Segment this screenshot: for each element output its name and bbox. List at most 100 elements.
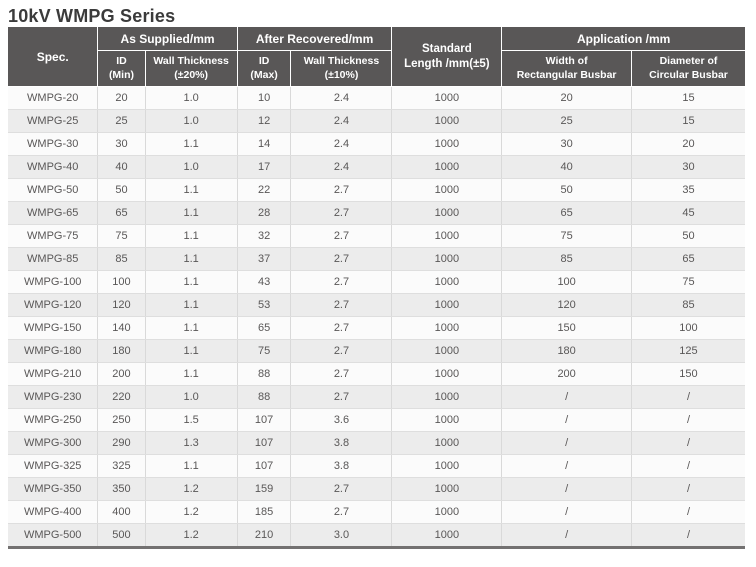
col-header-standard-length: Standard Length /mm(±5) [391,27,503,87]
id-max-cell: 88 [237,385,292,409]
id-max-cell: 43 [237,270,292,294]
spec-cell: WMPG-400 [8,500,99,524]
wall-thickness-20-cell: 1.1 [145,316,238,340]
wall-thickness-10-cell: 2.4 [290,86,393,110]
wall-thickness-20-cell: 1.0 [145,155,238,179]
col-header-spec-label: Spec. [36,49,69,64]
width-rect-busbar-cell: 20 [501,86,632,110]
id-max-cell: 185 [237,500,292,524]
width-rect-busbar-cell: 180 [501,339,632,363]
spec-cell: WMPG-65 [8,201,99,225]
wall-thickness-20-cell: 1.1 [145,201,238,225]
wall-thickness-10-cell: 2.7 [290,270,393,294]
diameter-circ-busbar-cell: 100 [631,316,745,340]
standard-length-cell: 1000 [391,224,503,248]
table-row: WMPG-230 220 1.0 88 2.7 1000// [8,385,745,409]
wall-thickness-20-cell: 1.1 [145,132,238,156]
id-min-line2: (Min) [108,68,135,81]
wall-thickness-20-cell: 1.2 [145,500,238,524]
spec-cell: WMPG-325 [8,454,99,478]
width-rect-busbar-cell: / [501,500,632,524]
diameter-circ-busbar-cell: 15 [631,109,745,133]
id-min-cell: 100 [97,270,146,294]
col-group-after-recovered-label: After Recovered/mm [255,31,374,46]
standard-length-cell: 1000 [391,270,503,294]
table-row: WMPG-150 140 1.1 65 2.7 1000 150 100 [8,316,745,340]
width-rect-busbar-cell: 200 [501,362,632,386]
id-min-cell: 75 [97,224,146,248]
id-min-cell: 180 [97,339,146,363]
table-row: WMPG-30 30 1.1 14 2.4 1000 30 20 [8,132,745,156]
id-min-cell: 65 [97,201,146,225]
width-rect-busbar-cell: / [501,477,632,501]
wall-thickness-20-line1: Wall Thickness [153,55,229,68]
wall-thickness-10-cell: 2.7 [290,293,393,317]
id-max-cell: 159 [237,477,292,501]
table-body: WMPG-20 20 1.0 10 2.4 1000 20 15 WMPG-25 25 1.0 12 2… [8,86,745,548]
id-max-line2: (Max) [250,68,278,81]
table-row: WMPG-40 40 1.0 17 2.4 1000 40 30 [8,155,745,179]
wall-thickness-10-cell: 2.4 [290,155,393,179]
wall-thickness-10-cell: 3.6 [290,408,393,432]
id-max-cell: 17 [237,155,292,179]
id-max-cell: 37 [237,247,292,271]
standard-length-cell: 1000 [391,362,503,386]
id-max-cell: 107 [237,454,292,478]
spec-cell: WMPG-210 [8,362,99,386]
id-max-cell: 32 [237,224,292,248]
id-max-cell: 22 [237,178,292,202]
col-header-width-rect-busbar: Width of Rectangular Busbar [501,50,632,87]
wall-thickness-10-cell: 2.4 [290,132,393,156]
id-max-cell: 65 [237,316,292,340]
spec-cell: WMPG-230 [8,385,99,409]
standard-length-cell: 1000 [391,523,503,548]
id-min-cell: 85 [97,247,146,271]
spec-cell: WMPG-30 [8,132,99,156]
id-min-cell: 140 [97,316,146,340]
width-rect-busbar-cell: 50 [501,178,632,202]
diameter-circ-busbar-cell: / [631,500,745,524]
standard-length-cell: 1000 [391,132,503,156]
standard-length-cell: 1000 [391,178,503,202]
width-rect-busbar-cell: 75 [501,224,632,248]
standard-length-cell: 1000 [391,247,503,271]
standard-length-line1: Standard [421,43,472,56]
id-min-cell: 400 [97,500,146,524]
id-max-cell: 107 [237,431,292,455]
table-row: WMPG-25 25 1.0 12 2.4 1000 25 15 [8,109,745,133]
table-row: WMPG-300 290 1.3 107 3.8 1000// [8,431,745,455]
diameter-circ-busbar-line2: Circular Busbar [649,68,728,81]
diameter-circ-busbar-cell: 65 [631,247,745,271]
width-rect-busbar-cell: / [501,408,632,432]
standard-length-cell: 1000 [391,201,503,225]
width-rect-busbar-cell: / [501,385,632,409]
col-header-wall-thickness-10: Wall Thickness (±10%) [290,50,393,87]
table-row: WMPG-210 200 1.1 88 2.7 1000 200 150 [8,362,745,386]
standard-length-cell: 1000 [391,385,503,409]
wall-thickness-10-cell: 2.7 [290,247,393,271]
wall-thickness-20-cell: 1.1 [145,454,238,478]
width-rect-busbar-cell: 25 [501,109,632,133]
wall-thickness-20-cell: 1.1 [145,247,238,271]
wall-thickness-20-cell: 1.3 [145,431,238,455]
id-max-cell: 10 [237,86,292,110]
wall-thickness-20-cell: 1.2 [145,523,238,548]
id-min-cell: 30 [97,132,146,156]
table-header: Spec. As Supplied/mm After Recovered/mm … [8,27,745,87]
id-max-cell: 88 [237,362,292,386]
table-row: WMPG-250 250 1.5 107 3.6 1000// [8,408,745,432]
wall-thickness-10-cell: 2.7 [290,362,393,386]
wall-thickness-20-cell: 1.1 [145,270,238,294]
spec-cell: WMPG-120 [8,293,99,317]
diameter-circ-busbar-cell: / [631,385,745,409]
standard-length-cell: 1000 [391,408,503,432]
col-header-diameter-circ-busbar: Diameter of Circular Busbar [630,50,745,87]
diameter-circ-busbar-cell: / [631,454,745,478]
spec-cell: WMPG-250 [8,408,99,432]
diameter-circ-busbar-cell: 35 [631,178,745,202]
id-min-cell: 40 [97,155,146,179]
width-rect-busbar-cell: 85 [501,247,632,271]
id-min-cell: 120 [97,293,146,317]
wall-thickness-10-cell: 2.7 [290,224,393,248]
spec-cell: WMPG-20 [8,86,99,110]
